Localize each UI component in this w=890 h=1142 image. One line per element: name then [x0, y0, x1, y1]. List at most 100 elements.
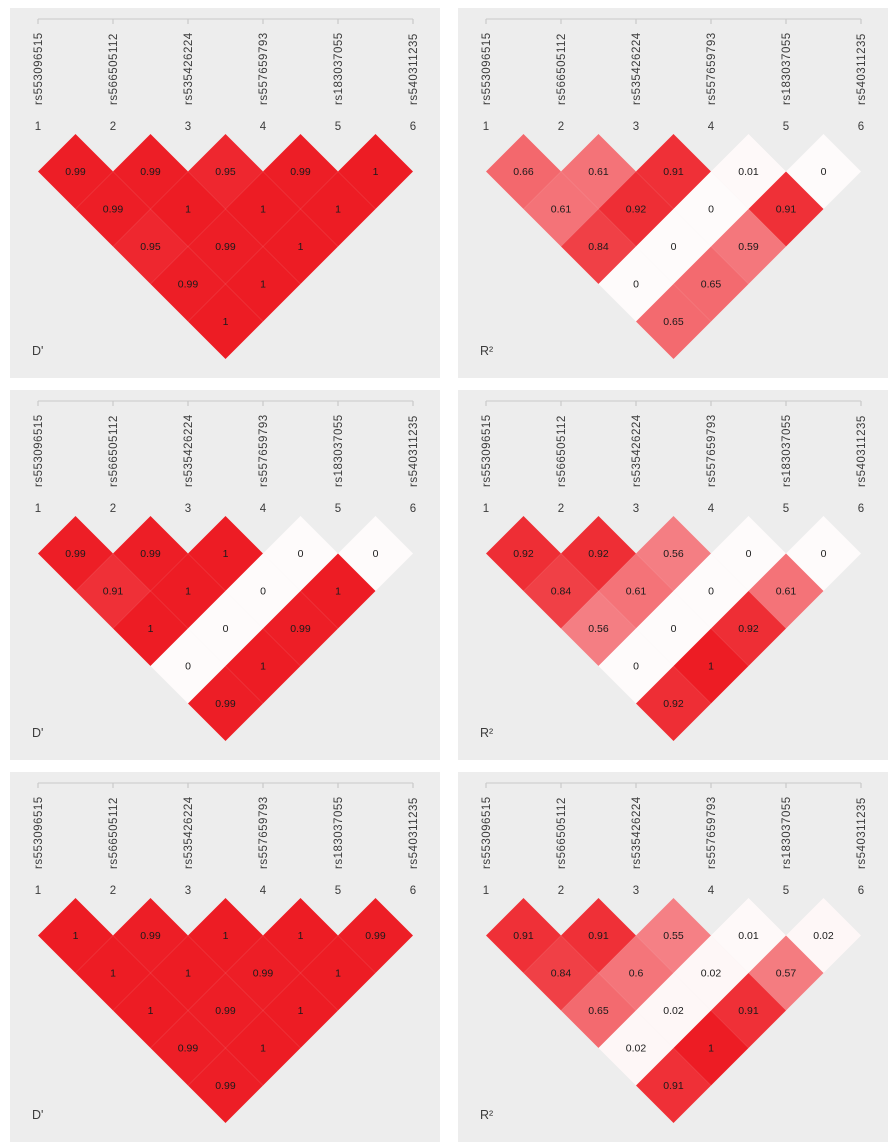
position-number: 4 [260, 121, 267, 133]
ld-panel-dprime-3: rs553096515 rs566505112 rs535426224 rs55765… [10, 772, 440, 1142]
position-number: 6 [410, 885, 416, 897]
ld-cell-value: 1 [298, 930, 304, 942]
ld-plot-svg: rs553096515 rs566505112 rs535426224 rs55765… [32, 400, 420, 741]
ld-cell-value: 0.65 [663, 316, 684, 328]
ld-cell-value: 0.65 [588, 1005, 609, 1017]
ld-cell-value: 1 [708, 661, 714, 673]
snp-label: rs535426224 [631, 32, 643, 105]
ld-cell-value: 1 [185, 586, 191, 598]
ld-cell-value: 0.91 [663, 1080, 684, 1092]
ld-panel-rsquared-1: rs553096515 rs566505112 rs535426224 rs55765… [458, 8, 888, 378]
ld-cell-value: 0.99 [290, 166, 311, 178]
position-number: 1 [35, 885, 41, 897]
ld-cell-value: 0 [298, 548, 304, 560]
ld-cell-value: 0.56 [588, 623, 609, 635]
position-number: 2 [110, 121, 116, 133]
snp-label: rs566505112 [556, 797, 568, 869]
ld-plot-svg: rs553096515 rs566505112 rs535426224 rs55765… [480, 400, 868, 741]
metric-label: D' [32, 1108, 43, 1122]
position-number: 2 [558, 121, 564, 133]
ld-cell-value: 0 [671, 623, 677, 635]
snp-label: rs535426224 [631, 414, 643, 487]
ld-cell-value: 0.99 [65, 166, 86, 178]
snp-label: rs566505112 [556, 415, 568, 487]
ld-cell-value: 1 [260, 204, 266, 216]
ld-cell [636, 1048, 711, 1123]
ld-cell [188, 284, 263, 359]
ld-cell-value: 0.02 [701, 968, 722, 980]
ld-cell-value: 1 [185, 204, 191, 216]
ld-cell-value: 0.6 [629, 968, 644, 980]
ld-cell-value: 1 [185, 968, 191, 980]
snp-label: rs540311235 [856, 33, 868, 105]
ld-cell-value: 1 [223, 548, 229, 560]
ld-cell-value: 1 [110, 968, 116, 980]
ld-panel-rsquared-2: rs553096515 rs566505112 rs535426224 rs55765… [458, 390, 888, 760]
ld-cell [188, 666, 263, 741]
ld-cell-value: 1 [260, 661, 266, 673]
ld-cell-value: 0.99 [215, 1080, 236, 1092]
ld-cell-value: 1 [148, 623, 154, 635]
ld-cell-value: 0.66 [513, 166, 534, 178]
ld-cell-value: 0 [821, 166, 827, 178]
ld-cell-value: 1 [73, 930, 79, 942]
position-number: 5 [783, 121, 789, 133]
ld-cell-value: 0.99 [290, 623, 311, 635]
position-number: 5 [783, 885, 789, 897]
ld-cell-value: 1 [223, 316, 229, 328]
position-number: 6 [858, 503, 864, 515]
ld-cell-value: 0 [260, 586, 266, 598]
snp-label: rs553096515 [481, 414, 493, 487]
ld-plot-svg: rs553096515 rs566505112 rs535426224 rs55765… [480, 782, 868, 1123]
ld-cell-value: 0.99 [103, 204, 124, 216]
ld-cell-value: 0 [746, 548, 752, 560]
ld-cell-value: 1 [260, 1043, 266, 1055]
position-number: 2 [110, 503, 116, 515]
ld-cell-value: 0.91 [663, 166, 684, 178]
snp-label: rs557659793 [258, 414, 270, 487]
ld-cell-value: 0 [633, 661, 639, 673]
ld-cell-value: 0.61 [626, 586, 647, 598]
snp-label: rs540311235 [856, 415, 868, 487]
ld-cell-value: 0 [373, 548, 379, 560]
ld-plot-svg: rs553096515 rs566505112 rs535426224 rs55765… [32, 782, 420, 1123]
ld-cell-value: 0.59 [738, 241, 759, 253]
ld-cell-value: 0 [223, 623, 229, 635]
snp-label: rs183037055 [333, 32, 345, 105]
ld-cell-value: 0.61 [551, 204, 572, 216]
ld-cell-value: 1 [298, 1005, 304, 1017]
ld-cell-value: 0.99 [215, 698, 236, 710]
ld-cell-value: 0.84 [551, 968, 572, 980]
ld-cell [636, 666, 711, 741]
ld-plot-svg: rs553096515 rs566505112 rs535426224 rs55765… [480, 18, 868, 359]
snp-label: rs535426224 [631, 796, 643, 869]
position-number: 3 [633, 121, 639, 133]
snp-label: rs557659793 [706, 32, 718, 105]
metric-label: R² [480, 726, 493, 740]
position-number: 4 [708, 885, 715, 897]
snp-label: rs553096515 [481, 796, 493, 869]
ld-panel-dprime-2: rs553096515 rs566505112 rs535426224 rs55765… [10, 390, 440, 760]
ld-cell-value: 0.91 [513, 930, 534, 942]
snp-label: rs566505112 [108, 33, 120, 105]
position-number: 6 [410, 121, 416, 133]
ld-cell-value: 1 [335, 204, 341, 216]
ld-cell-value: 0.99 [140, 166, 161, 178]
position-number: 6 [858, 885, 864, 897]
position-number: 1 [35, 121, 41, 133]
position-number: 1 [483, 885, 489, 897]
snp-label: rs566505112 [108, 415, 120, 487]
position-number: 3 [185, 121, 191, 133]
ld-cell-value: 0.92 [513, 548, 534, 560]
ld-cell-value: 0 [185, 661, 191, 673]
ld-cell-value: 0.56 [663, 548, 684, 560]
ld-cell-value: 0.99 [215, 1005, 236, 1017]
ld-cell-value: 0 [671, 241, 677, 253]
position-number: 2 [558, 885, 564, 897]
ld-cell-value: 0.57 [776, 968, 797, 980]
snp-label: rs183037055 [781, 32, 793, 105]
ld-cell-value: 1 [373, 166, 379, 178]
ld-cell-value: 0.91 [776, 204, 797, 216]
snp-label: rs540311235 [408, 797, 420, 869]
snp-label: rs566505112 [556, 33, 568, 105]
